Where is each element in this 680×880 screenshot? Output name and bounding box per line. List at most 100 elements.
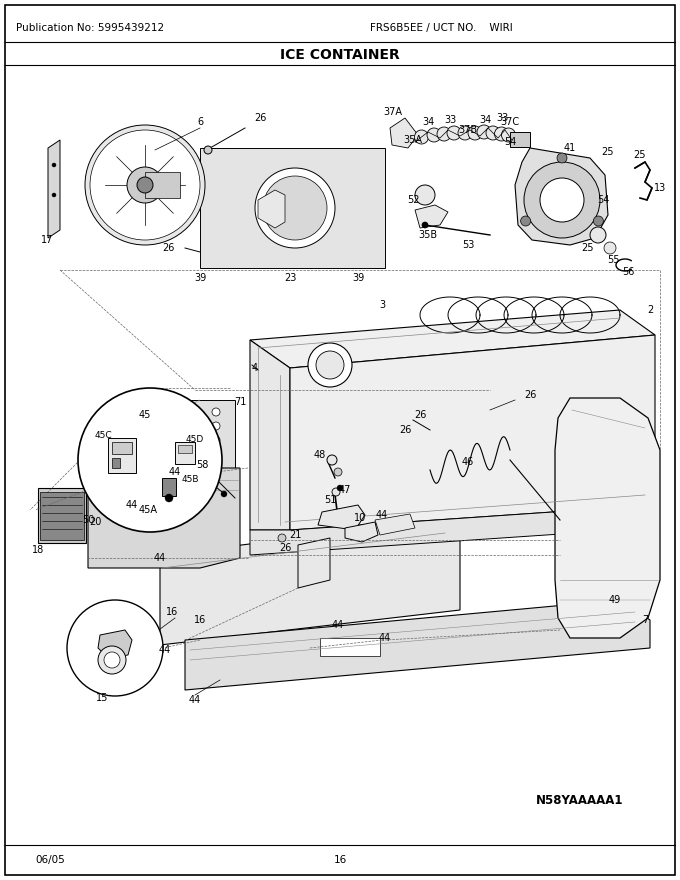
Circle shape [415,130,428,144]
Text: 06/05: 06/05 [35,855,65,865]
Text: 44: 44 [169,467,181,477]
Circle shape [52,163,56,167]
Circle shape [486,126,500,140]
Polygon shape [390,118,418,148]
Text: 51: 51 [324,495,336,505]
Text: 25: 25 [634,150,646,160]
Text: 45: 45 [139,410,151,420]
Circle shape [415,185,435,205]
Text: 48: 48 [314,450,326,460]
Text: 26: 26 [398,425,411,435]
Bar [155,400,235,468]
Circle shape [190,436,198,444]
Text: 26: 26 [162,243,174,253]
Text: 16: 16 [166,607,178,617]
Circle shape [137,177,153,193]
Text: 34: 34 [479,115,491,125]
Text: 25: 25 [600,147,613,157]
Polygon shape [250,505,655,555]
Polygon shape [98,630,132,658]
Text: 17: 17 [41,235,53,245]
Bar [145,172,180,198]
Text: 2: 2 [647,305,653,315]
Text: 37C: 37C [500,117,520,127]
Circle shape [494,127,509,141]
Text: 45B: 45B [182,475,199,485]
Bar [162,478,176,496]
Circle shape [337,485,343,491]
Circle shape [604,242,616,254]
Text: 45C: 45C [95,430,112,439]
Polygon shape [415,205,448,228]
Text: 37A: 37A [384,107,403,117]
Circle shape [594,216,603,226]
Polygon shape [298,538,330,588]
Text: 39: 39 [194,273,206,283]
Text: 45A: 45A [139,505,158,515]
Circle shape [67,600,163,696]
Circle shape [263,176,327,240]
Text: 3: 3 [379,300,385,310]
Text: 56: 56 [622,267,634,277]
Bar [175,442,195,464]
Text: 33: 33 [496,113,508,123]
Circle shape [190,408,198,416]
Text: 21: 21 [289,530,301,540]
Polygon shape [290,335,655,530]
Circle shape [212,422,220,430]
Text: ICE CONTAINER: ICE CONTAINER [280,48,400,62]
Circle shape [327,455,337,465]
Text: 50: 50 [82,515,95,525]
Polygon shape [160,520,460,645]
Text: 35A: 35A [403,135,422,145]
Circle shape [212,408,220,416]
Text: 6: 6 [197,117,203,127]
Text: 4: 4 [252,363,258,373]
Circle shape [590,227,606,243]
Circle shape [255,168,335,248]
Circle shape [221,491,227,497]
Circle shape [458,126,472,140]
Polygon shape [88,468,240,568]
Circle shape [557,153,567,163]
Text: 54: 54 [597,195,609,205]
Text: Publication No: 5995439212: Publication No: 5995439212 [16,23,164,33]
Circle shape [212,436,220,444]
Circle shape [127,167,163,203]
Polygon shape [185,600,650,690]
Text: 20: 20 [89,517,101,527]
Circle shape [332,488,340,496]
Text: 39: 39 [352,273,364,283]
Bar [320,638,380,656]
Polygon shape [555,398,660,638]
Circle shape [168,408,176,416]
Bar [112,458,120,468]
Circle shape [524,162,600,238]
Polygon shape [258,190,285,228]
Text: 47: 47 [339,485,351,495]
Circle shape [437,127,451,141]
Text: 54: 54 [504,137,516,147]
Text: 44: 44 [376,510,388,520]
Text: FRS6B5EE / UCT NO.    WIRI: FRS6B5EE / UCT NO. WIRI [370,23,513,33]
Circle shape [468,126,482,140]
Circle shape [90,130,200,240]
Text: 55: 55 [607,255,619,265]
Circle shape [52,193,56,197]
Text: 44: 44 [332,620,344,630]
Text: 45D: 45D [186,436,204,444]
Circle shape [165,494,173,502]
Circle shape [212,450,220,458]
Polygon shape [375,514,415,535]
Text: 7: 7 [642,615,648,625]
Circle shape [447,126,461,140]
Bar [108,438,136,473]
Bar [510,132,530,147]
Polygon shape [48,140,60,238]
Circle shape [316,351,344,379]
Circle shape [190,450,198,458]
Text: 44: 44 [159,645,171,655]
Circle shape [308,343,352,387]
Text: 41: 41 [564,143,576,153]
Text: 37B: 37B [458,125,477,135]
